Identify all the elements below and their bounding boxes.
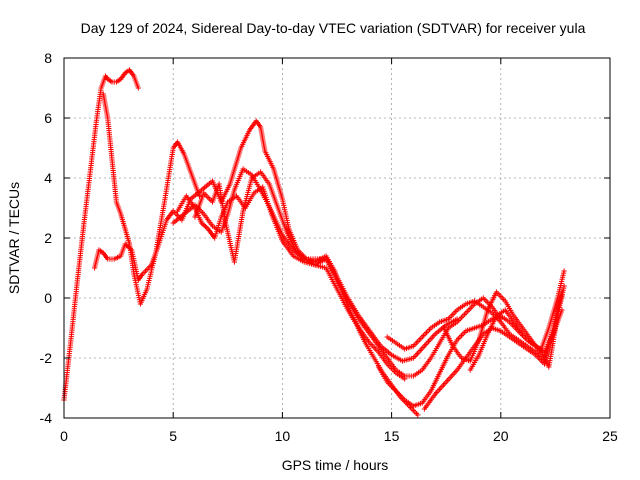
x-axis-label: GPS time / hours <box>282 457 389 473</box>
axis-ticks: 0 5 10 15 20 25 -4 -2 0 2 4 6 8 <box>40 50 618 444</box>
data-markers <box>100 91 202 307</box>
x-tick-label: 15 <box>384 428 400 444</box>
y-tick-label: 2 <box>44 230 52 246</box>
y-tick-label: -2 <box>40 350 53 366</box>
y-tick-label: 6 <box>44 110 52 126</box>
y-axis-label: SDTVAR / TECUs <box>6 182 22 294</box>
chart-title: Day 129 of 2024, Sidereal Day-to-day VTE… <box>81 20 586 36</box>
y-tick-label: 8 <box>44 50 52 66</box>
grid <box>64 58 610 418</box>
y-tick-label: 0 <box>44 290 52 306</box>
y-tick-label: -4 <box>40 410 53 426</box>
x-tick-label: 20 <box>493 428 509 444</box>
series-track-k <box>467 283 567 373</box>
y-tick-label: 4 <box>44 170 52 186</box>
series-track-b <box>100 91 202 307</box>
series-track-f <box>192 169 504 379</box>
x-tick-label: 5 <box>169 428 177 444</box>
x-tick-label: 10 <box>275 428 291 444</box>
data-markers <box>192 169 504 379</box>
data-markers <box>467 283 567 373</box>
x-tick-label: 0 <box>60 428 68 444</box>
data-points <box>61 67 567 418</box>
x-tick-label: 25 <box>602 428 618 444</box>
